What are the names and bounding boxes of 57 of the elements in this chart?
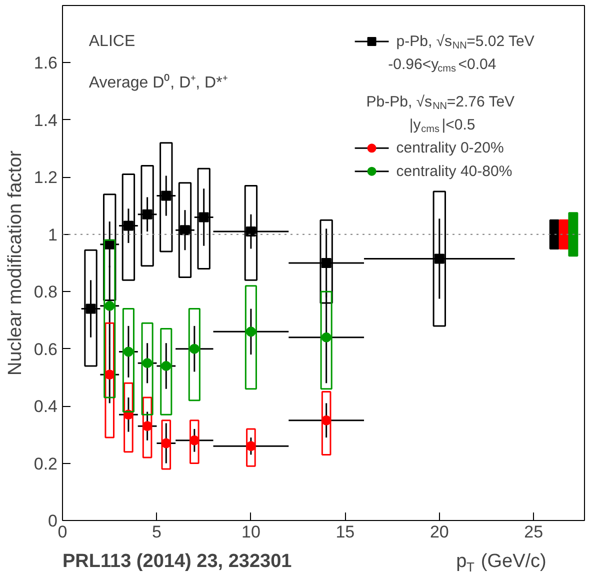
point: [142, 358, 152, 368]
bar: [244, 285, 257, 390]
bar: [178, 182, 192, 278]
text: PRL113 (2014) 23, 232301: [62, 551, 292, 572]
bar: [321, 391, 332, 456]
point: [321, 258, 332, 268]
point: [86, 304, 96, 314]
bar: [104, 239, 116, 398]
point: [198, 212, 209, 222]
point: [123, 346, 134, 357]
annotation: ALICE: [88, 33, 136, 50]
y-tick-label: 0.8: [34, 282, 58, 302]
y-tick-label: 1: [48, 225, 58, 244]
bar: [320, 290, 332, 390]
x-tick-label: 25: [524, 522, 544, 542]
y-tick-label: 0.6: [34, 340, 58, 359]
point: [189, 344, 200, 354]
annotation: Average D⁰, D⁺, D*⁺: [88, 73, 228, 92]
bar: [549, 219, 560, 250]
point: [104, 300, 115, 311]
point: [142, 209, 152, 220]
bar: [84, 249, 98, 367]
bar: [190, 420, 200, 464]
bar: [568, 212, 578, 257]
y-tick-label: 1.6: [34, 54, 58, 73]
x-tick-label: 10: [241, 522, 260, 542]
bar: [141, 322, 154, 416]
point: [123, 220, 134, 231]
bar: [122, 308, 134, 413]
y-tick-label: 1.2: [34, 168, 58, 188]
y-axis-title: Nuclear modification factor: [4, 150, 26, 376]
bar: [197, 168, 210, 270]
bar: [142, 396, 152, 458]
y-tick-label: 0.4: [34, 397, 58, 416]
legend-label: centrality 0-20%: [396, 140, 504, 157]
x-tick-label: 5: [152, 522, 162, 542]
point: [246, 326, 256, 337]
point: [180, 225, 190, 236]
x-tick-label: 15: [336, 522, 355, 542]
point: [321, 332, 332, 342]
point: [434, 254, 444, 264]
point: [246, 226, 256, 237]
bar: [122, 174, 136, 281]
bar: [124, 382, 134, 453]
bar: [104, 322, 115, 438]
y-tick-label: 0.2: [34, 454, 58, 474]
legend-label: centrality 40-80%: [396, 162, 512, 180]
point: [161, 361, 172, 371]
bar: [188, 308, 200, 402]
x-tick-label: 20: [430, 522, 449, 542]
bar: [160, 328, 172, 416]
y-tick-label: 1.4: [34, 110, 58, 130]
point: [161, 190, 172, 201]
bar: [246, 428, 256, 467]
bar: [140, 164, 154, 267]
bar: [161, 420, 172, 470]
bar: [160, 142, 173, 252]
